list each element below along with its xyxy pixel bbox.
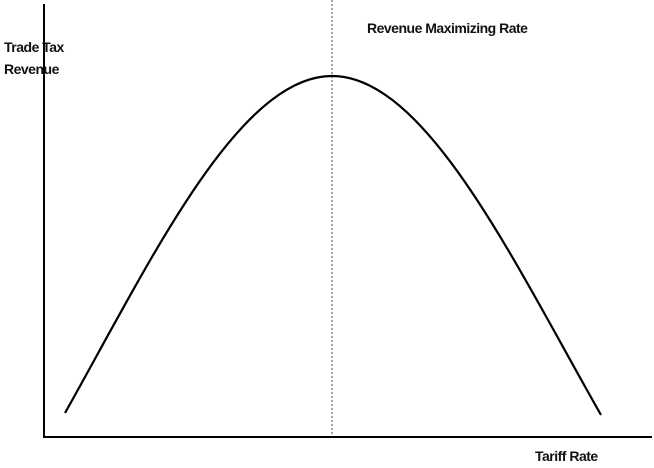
y-axis-label: Trade Tax — [4, 39, 65, 55]
x-axis-label: Tariff Rate — [535, 448, 598, 464]
annotation: Revenue Maximizing Rate — [367, 20, 528, 36]
y-axis-label: Revenue — [4, 61, 60, 77]
revenue-curve — [64, 74, 602, 416]
